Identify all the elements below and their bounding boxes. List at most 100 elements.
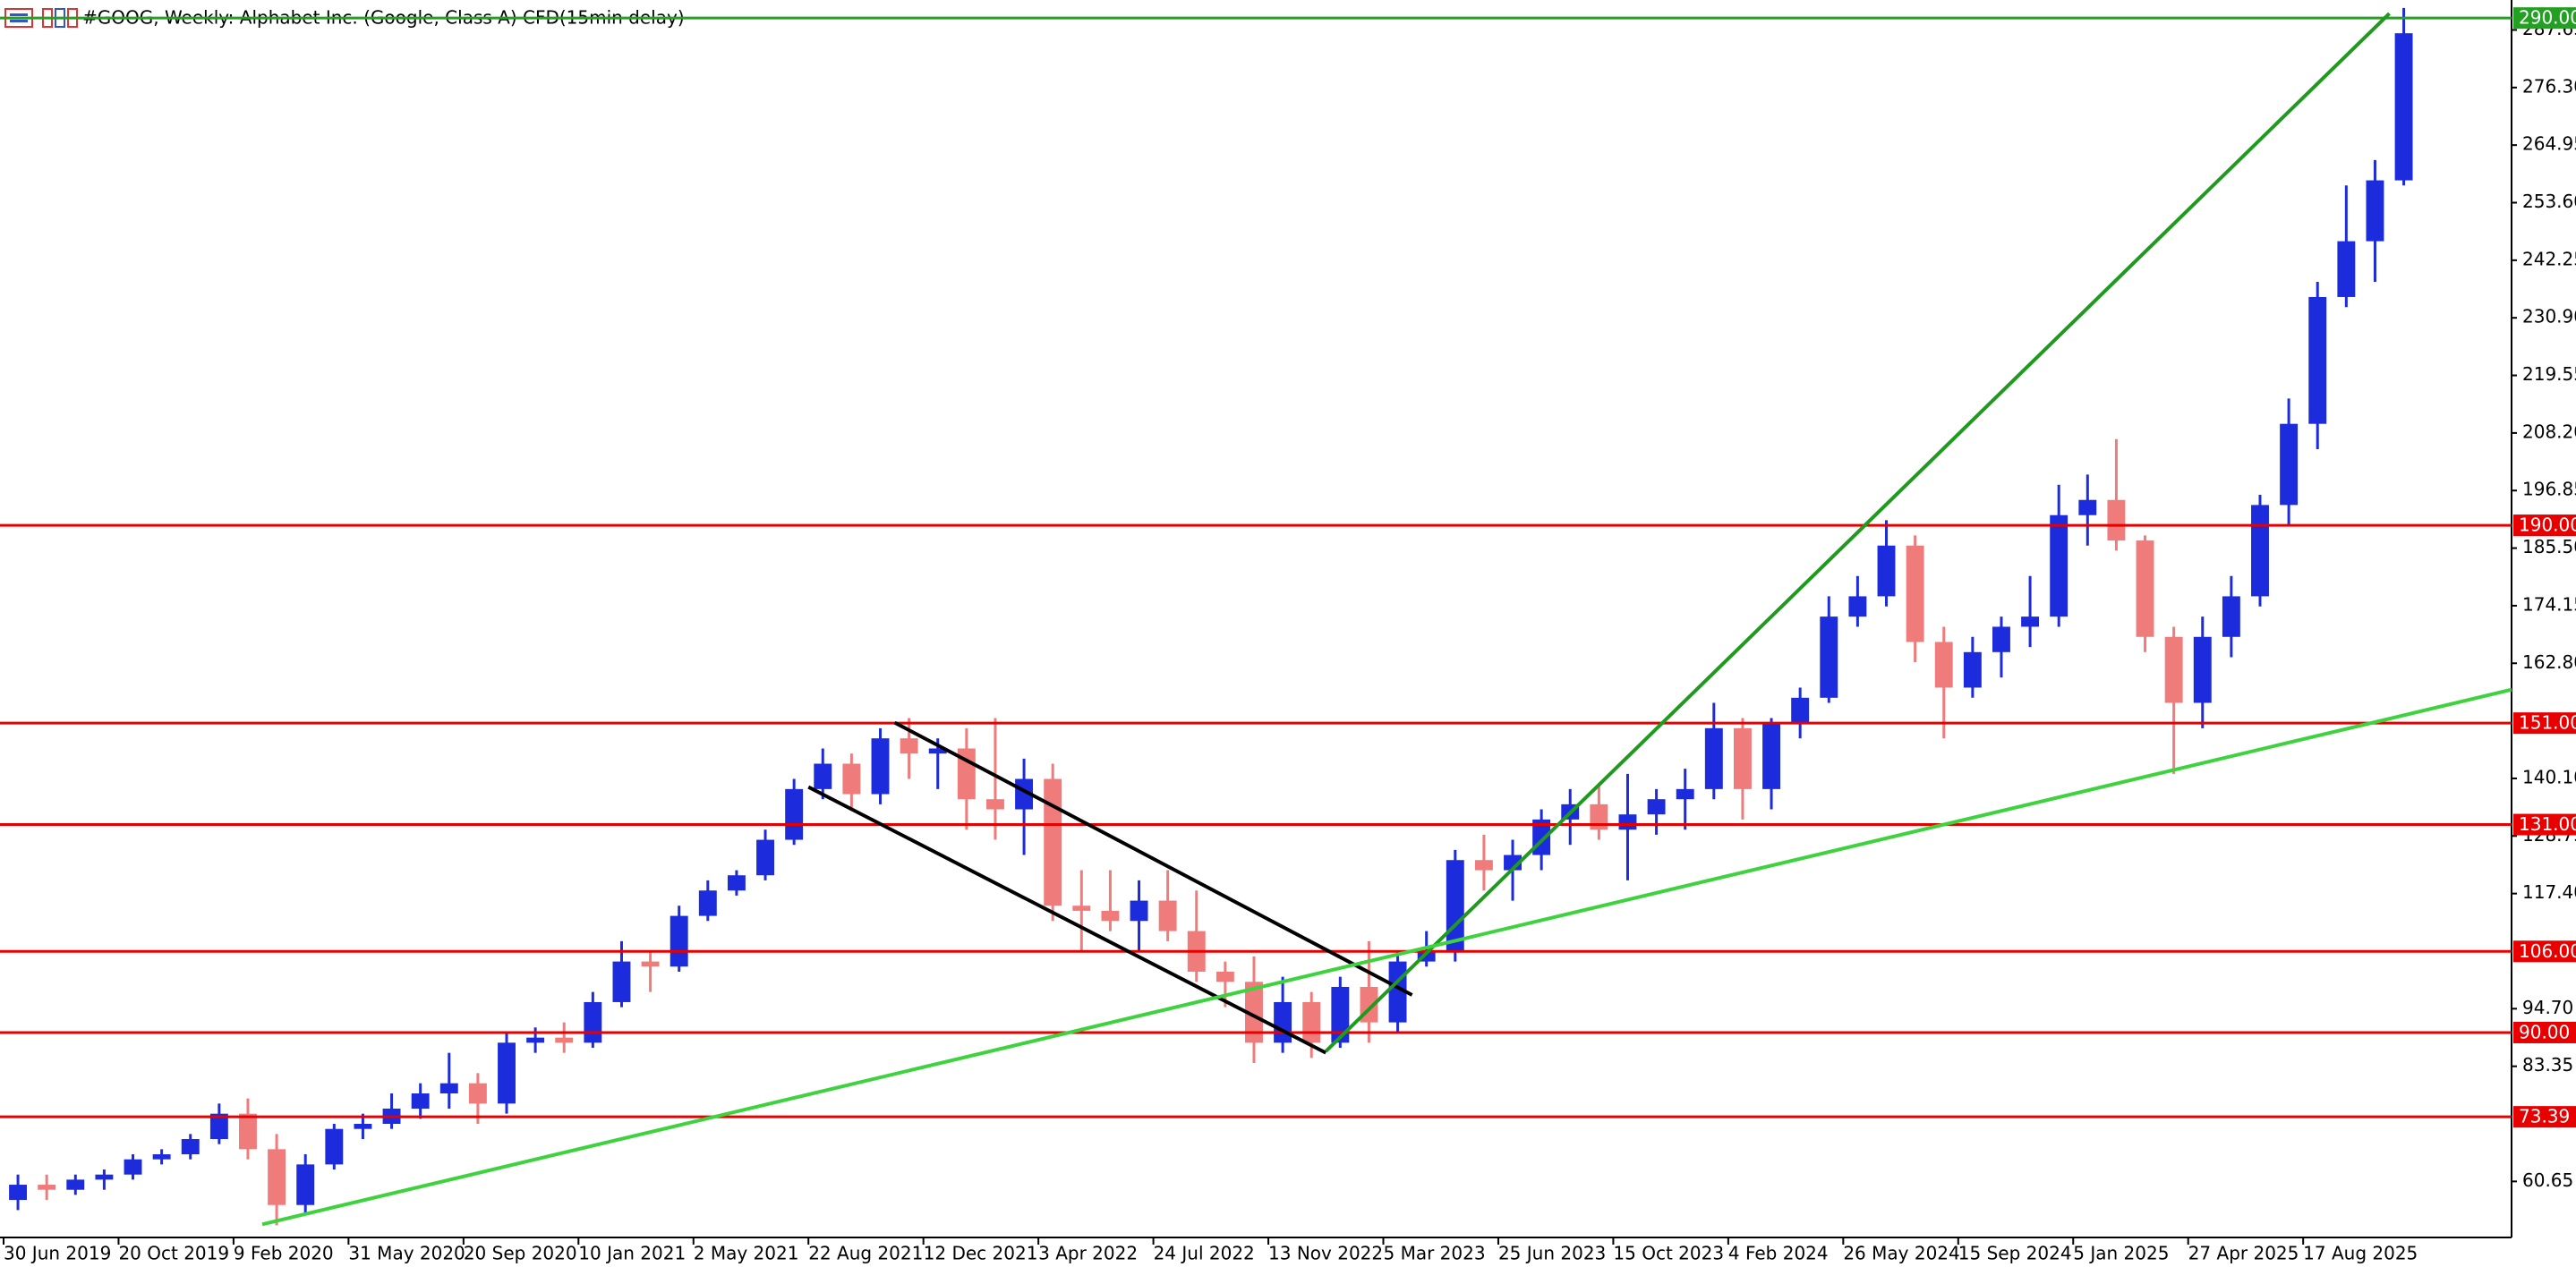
candle-body <box>95 1174 114 1180</box>
x-tick-label: 4 Feb 2024 <box>1728 1243 1829 1264</box>
candle-body <box>1417 951 1436 962</box>
candle-body <box>1762 723 1781 789</box>
candle-body <box>2366 180 2384 242</box>
candle-body <box>124 1159 142 1175</box>
candle-body <box>814 763 832 789</box>
x-tick-label: 30 Jun 2019 <box>4 1243 111 1264</box>
candle-body <box>985 799 1004 810</box>
y-tick-label: 174.15 <box>2522 593 2576 615</box>
candle-body <box>1158 900 1177 931</box>
trend-line <box>807 785 1327 1055</box>
candle-body <box>2193 636 2212 703</box>
y-tick-label: 94.70 <box>2522 997 2573 1018</box>
level-label-box <box>2513 1021 2576 1043</box>
level-label: 151.00 <box>2519 712 2576 734</box>
candle-body <box>2021 616 2040 627</box>
candle-body <box>2136 540 2154 637</box>
candle-body <box>209 1113 228 1140</box>
y-tick-label: 162.80 <box>2522 651 2576 673</box>
candle-body <box>1877 545 1896 597</box>
level-label: 131.00 <box>2519 813 2576 835</box>
x-tick-label: 20 Sep 2020 <box>464 1243 577 1264</box>
candle-body <box>2050 514 2068 617</box>
x-tick-label: 5 Mar 2023 <box>1384 1243 1486 1264</box>
x-tick-label: 5 Jan 2025 <box>2073 1243 2169 1264</box>
candle-body <box>66 1179 85 1190</box>
y-tick-label: 196.85 <box>2522 479 2576 500</box>
y-tick-label: 242.25 <box>2522 248 2576 269</box>
candle-body <box>1302 1001 1321 1043</box>
candle-body <box>900 738 918 754</box>
x-tick-label: 17 Aug 2025 <box>2303 1243 2418 1264</box>
level-label: 190.00 <box>2519 514 2576 536</box>
candle-body <box>2222 596 2240 637</box>
candle-body <box>2337 241 2356 297</box>
candle-body <box>325 1128 344 1165</box>
candle-body <box>1848 596 1867 617</box>
candle-body <box>1215 971 1234 982</box>
candle-body <box>354 1124 372 1129</box>
x-tick-label: 13 Nov 2022 <box>1268 1243 1383 1264</box>
x-tick-label: 9 Feb 2020 <box>234 1243 334 1264</box>
candle-body <box>698 890 717 916</box>
y-tick-label: 83.35 <box>2522 1054 2573 1076</box>
y-tick-label: 276.30 <box>2522 75 2576 97</box>
x-tick-label: 15 Oct 2023 <box>1613 1243 1724 1264</box>
x-tick-label: 15 Sep 2024 <box>1958 1243 2072 1264</box>
candle-body <box>1130 900 1148 922</box>
level-label: 290.00 <box>2519 7 2576 29</box>
candle-body <box>1618 814 1637 830</box>
candle-body <box>526 1037 545 1043</box>
level-label-box <box>2513 7 2576 30</box>
candle-body <box>1044 778 1062 906</box>
candle-body <box>1274 1001 1292 1043</box>
candle-body <box>2078 499 2097 515</box>
y-tick-label: 230.90 <box>2522 306 2576 327</box>
x-tick-label: 12 Dec 2021 <box>924 1243 1038 1264</box>
level-label-box <box>2513 813 2576 836</box>
candle-body <box>1934 642 1953 688</box>
x-tick-label: 27 Apr 2025 <box>2188 1243 2299 1264</box>
x-tick-label: 24 Jul 2022 <box>1154 1243 1255 1264</box>
candle-body <box>2280 423 2299 506</box>
candle-body <box>411 1093 430 1110</box>
candle-body <box>727 875 746 891</box>
y-tick-label: 140.10 <box>2522 766 2576 787</box>
candle-body <box>670 915 688 967</box>
candle-body <box>1245 982 1263 1043</box>
candle-body <box>1820 616 1838 698</box>
candle-body <box>268 1149 286 1205</box>
candle-body <box>296 1164 315 1205</box>
candle-body <box>9 1185 28 1201</box>
y-tick-label: 264.95 <box>2522 133 2576 155</box>
candle-body <box>1676 788 1694 800</box>
candle-body <box>181 1139 200 1155</box>
level-label-box <box>2513 712 2576 735</box>
trend-line <box>261 687 2512 1227</box>
candle-body <box>2251 505 2269 597</box>
candle-body <box>439 1083 458 1093</box>
candle-body <box>871 738 890 795</box>
icon <box>10 20 28 22</box>
y-tick-label: 117.40 <box>2522 881 2576 903</box>
candle-body <box>555 1037 574 1043</box>
level-label-box <box>2513 940 2576 963</box>
x-tick-label: 10 Jan 2021 <box>578 1243 686 1264</box>
candle-body <box>2164 636 2183 703</box>
trend-line <box>1324 12 2391 1053</box>
y-tick-label: 253.60 <box>2522 191 2576 212</box>
candle-body <box>612 961 631 1002</box>
candle-body <box>2394 33 2413 181</box>
icon <box>10 13 28 16</box>
candle-body <box>1101 910 1120 922</box>
candle-body <box>1704 727 1723 789</box>
candle-body <box>1647 799 1666 815</box>
candle-body <box>1474 860 1493 871</box>
level-label: 73.39 <box>2519 1106 2570 1127</box>
candle-body <box>842 763 861 795</box>
y-tick-label: 208.20 <box>2522 421 2576 442</box>
candle-body <box>1963 651 1982 688</box>
candle-body <box>756 839 774 876</box>
candles <box>9 7 2413 1226</box>
